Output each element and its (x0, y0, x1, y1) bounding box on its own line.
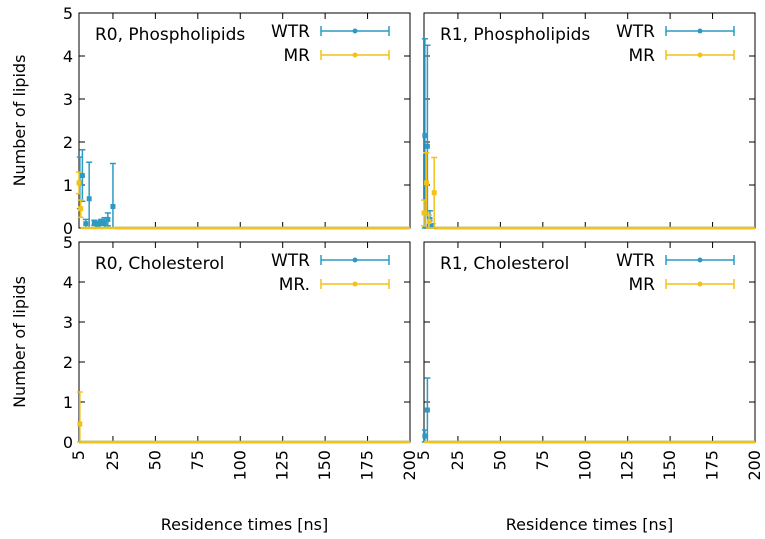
y-tick-label: 3 (63, 90, 73, 109)
y-tick-label: 5 (63, 233, 73, 252)
data-point (429, 223, 435, 229)
legend-marker (697, 257, 703, 263)
legend-label: WTR (616, 251, 655, 271)
data-point (78, 206, 84, 212)
y-tick-label: 5 (63, 4, 73, 23)
data-point (424, 180, 430, 186)
x-tick-label: 150 (315, 450, 334, 481)
x-tick-label: 150 (660, 450, 679, 481)
x-tick-label: 5 (414, 450, 433, 460)
legend-marker (352, 257, 358, 263)
y-tick-label: 4 (63, 273, 73, 292)
legend-label: WTR (616, 22, 655, 42)
legend-label: MR (629, 275, 656, 295)
x-tick-label: 125 (273, 450, 292, 481)
data-point (76, 180, 82, 186)
panel-2: R1, Phospholipids WTR MR (421, 12, 756, 230)
legend-marker (352, 52, 358, 58)
x-tick-label: 100 (575, 450, 594, 481)
data-point (95, 221, 101, 227)
x-tick-label: 5 (69, 450, 88, 460)
y-axis-title: Number of lipids (10, 276, 29, 408)
data-point (79, 173, 85, 179)
y-tick-label: 0 (63, 433, 73, 452)
panel-title: R1, Phospholipids (440, 25, 590, 45)
data-point (77, 421, 83, 427)
panel-1: 0 1 2 3 4 5 Number of lipids R0, Phospholipids W… (10, 4, 411, 238)
data-point (101, 220, 107, 226)
legend-label: MR (284, 46, 311, 66)
legend-label: WTR (271, 251, 310, 271)
x-tick-label: 175 (358, 450, 377, 481)
data-point (86, 196, 92, 202)
x-tick-label: 200 (400, 450, 419, 481)
y-tick-label: 4 (63, 47, 73, 66)
data-point (83, 221, 89, 227)
data-point (98, 219, 104, 225)
x-tick-label: 25 (103, 450, 122, 470)
x-tick-label: 50 (490, 450, 509, 470)
panel-title: R1, Cholesterol (440, 254, 569, 274)
y-tick-label: 0 (63, 219, 73, 238)
x-tick-label: 50 (145, 450, 164, 470)
x-tick-label: 125 (618, 450, 637, 481)
panel-4: 5 25 50 75 100 125 150 175 200 Residence times [n… (414, 241, 764, 534)
x-tick-label: 75 (533, 450, 552, 470)
y-tick-label: 1 (63, 393, 73, 412)
legend-marker (352, 281, 358, 287)
y-tick-label: 1 (63, 176, 73, 195)
legend-label: WTR (271, 22, 310, 42)
legend-label: MR. (279, 275, 310, 295)
legend-marker (697, 281, 703, 287)
data-point (422, 433, 428, 439)
data-point (424, 143, 430, 149)
plot-frame (78, 12, 411, 229)
data-point (105, 216, 111, 222)
data-point (424, 407, 430, 413)
y-axis-title: Number of lipids (10, 55, 29, 187)
x-tick-label: 75 (188, 450, 207, 470)
legend-label: MR (629, 46, 656, 66)
data-point (422, 133, 428, 139)
legend-marker (697, 28, 703, 34)
x-tick-label: 25 (448, 450, 467, 470)
x-axis-title: Residence times [ns] (161, 515, 328, 534)
data-point (110, 204, 116, 209)
y-tick-label: 2 (63, 133, 73, 152)
panel-title: R0, Phospholipids (95, 25, 245, 45)
x-tick-label: 100 (230, 450, 249, 481)
data-point (91, 220, 97, 226)
data-point (426, 219, 432, 225)
legend-marker (352, 28, 358, 34)
x-axis-title: Residence times [ns] (506, 515, 673, 534)
panel-title: R0, Cholesterol (95, 254, 224, 274)
y-tick-label: 2 (63, 353, 73, 372)
data-point (431, 190, 437, 196)
legend-marker (697, 52, 703, 58)
y-tick-label: 3 (63, 313, 73, 332)
x-tick-label: 175 (703, 450, 722, 481)
plot-frame (423, 12, 756, 229)
panel-3: 0 1 2 3 4 5 5 25 50 75 100 125 150 175 200 Number of li… (10, 233, 419, 534)
x-tick-label: 200 (745, 450, 764, 481)
